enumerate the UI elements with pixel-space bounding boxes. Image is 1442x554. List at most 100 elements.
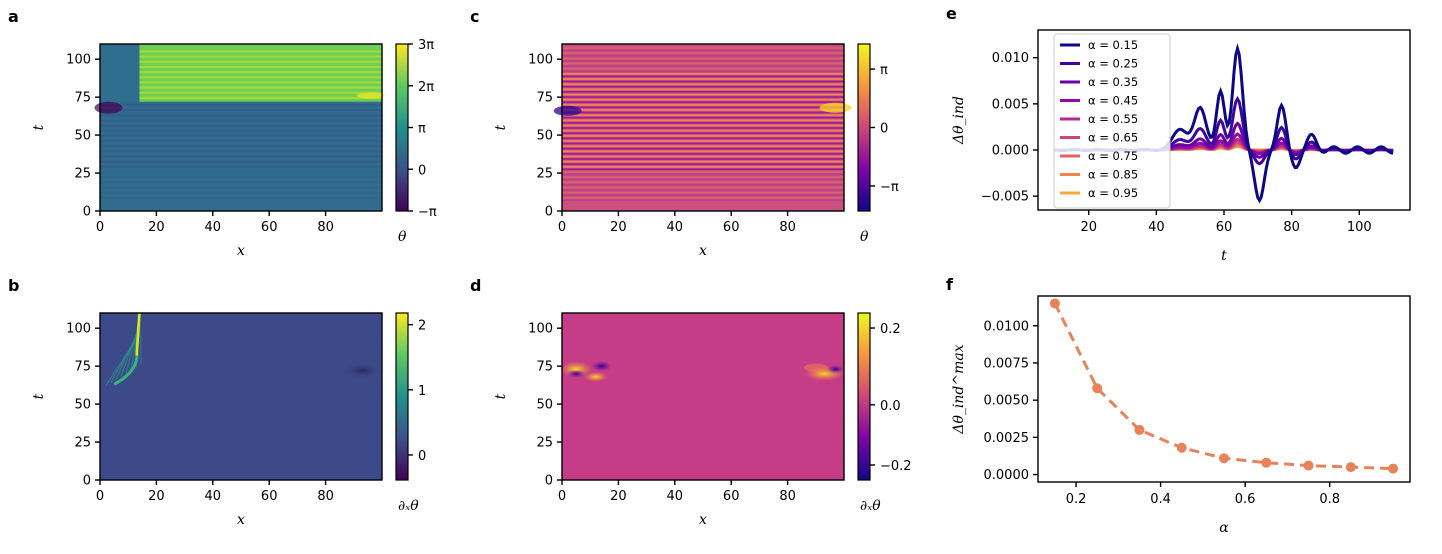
colorbar-tick-label: 0	[418, 449, 426, 464]
y-tick-label: 0	[83, 205, 91, 220]
panel-label: b	[8, 276, 19, 295]
colorbar-label: θ	[398, 229, 407, 245]
stripe	[100, 134, 382, 137]
colorbar-tick-label: 0.0	[880, 399, 901, 414]
y-tick-label: 25	[536, 167, 553, 182]
x-axis-label: x	[699, 243, 707, 259]
stripe-light	[562, 52, 844, 55]
x-tick-label: 40	[205, 489, 222, 504]
stripe	[100, 176, 382, 179]
stripe-dark	[562, 194, 844, 196]
legend-entry: α = 0.55	[1088, 112, 1138, 126]
stripe-dark	[562, 70, 844, 73]
stripe-light	[562, 47, 844, 49]
y-tick-label: 0	[545, 474, 553, 489]
y-tick-label: 100	[66, 322, 91, 337]
y-tick-label: 75	[536, 91, 553, 106]
stripe-light	[562, 186, 844, 189]
x-tick-label: 40	[667, 220, 684, 235]
legend-entry: α = 0.85	[1088, 168, 1138, 182]
x-tick-label: 80	[317, 220, 334, 235]
stripe-dark	[562, 158, 844, 160]
colorbar-label: θ	[860, 229, 869, 245]
x-tick-label: 20	[1080, 220, 1097, 235]
colorbar-tick-label: 3π	[418, 38, 434, 53]
stripe-dark	[562, 147, 844, 150]
stripe-dark	[562, 199, 844, 202]
data-point	[1303, 460, 1314, 471]
x-tick-label: 0	[558, 220, 566, 235]
stripe	[100, 140, 382, 143]
y-tick-label: 0.010	[992, 51, 1029, 66]
stripe-light	[562, 114, 844, 117]
x-axis-label: x	[237, 243, 245, 259]
stripe-dark	[562, 60, 844, 62]
stripe-dark	[562, 116, 844, 119]
stripe	[100, 196, 382, 199]
stripe-dark	[562, 75, 844, 78]
stripe	[139, 81, 382, 84]
stripe	[100, 103, 382, 106]
stripe	[100, 186, 382, 189]
x-tick-label: 80	[1283, 220, 1300, 235]
colorbar-tick-label: π	[880, 63, 888, 78]
stripe	[100, 109, 382, 112]
colorbar-tick-label: 0	[418, 163, 426, 178]
dark-blob	[567, 369, 586, 378]
stripe	[100, 114, 382, 117]
x-tick-label: 0	[96, 489, 104, 504]
colorbar-label: ∂ₓθ	[398, 498, 419, 514]
x-tick-label: 80	[779, 489, 796, 504]
stripe	[139, 91, 382, 94]
x-tick-label: 20	[610, 220, 627, 235]
colorbar-tick-label: 0	[880, 122, 888, 137]
stripe	[139, 86, 382, 89]
x-tick-label: 0.2	[1066, 492, 1087, 507]
data-point	[1388, 463, 1399, 474]
y-axis-label: t	[31, 393, 47, 399]
x-tick-label: 0	[96, 220, 104, 235]
stripe	[139, 65, 382, 69]
x-axis-label: x	[699, 512, 707, 528]
data-point	[1345, 462, 1356, 473]
y-tick-label: 50	[74, 129, 91, 144]
y-tick-label: 25	[74, 167, 91, 182]
x-tick-label: 40	[667, 489, 684, 504]
axes-frame	[99, 43, 383, 212]
legend-entry: α = 0.15	[1088, 38, 1138, 52]
x-tick-label: 80	[779, 220, 796, 235]
y-tick-label: 0.0025	[984, 431, 1030, 446]
colorbar-tick-label: 1	[418, 384, 426, 399]
x-tick-label: 60	[261, 220, 278, 235]
dark-blob	[340, 361, 385, 380]
stripe-light	[562, 171, 844, 173]
colorbar	[857, 312, 871, 481]
bright-spot	[819, 102, 852, 113]
y-tick-label: 0.0050	[984, 394, 1030, 409]
y-tick-label: 25	[74, 436, 91, 451]
stripe-light	[562, 57, 844, 60]
axes-f: 0.2 0.4 0.6 0.8 0.0100 0.0075 0.0050 0.0025 0.00…	[946, 275, 1411, 536]
panel-label: c	[470, 7, 479, 26]
stripe-light	[562, 140, 844, 142]
stripe	[100, 160, 382, 163]
data-point	[1134, 424, 1145, 435]
stripe-dark	[562, 183, 844, 186]
y-tick-label: 50	[536, 398, 553, 413]
heatmap-background	[562, 313, 844, 480]
stripe-dark	[562, 54, 844, 57]
y-axis-label: Δθ_ind	[951, 96, 967, 145]
stripe-light	[562, 129, 844, 132]
heatmap-b	[100, 312, 385, 480]
stripe-light	[562, 196, 844, 199]
panel-label: f	[946, 275, 954, 294]
stripe-dark	[562, 111, 844, 114]
y-tick-label: −0.005	[981, 190, 1029, 205]
panel-label: e	[946, 4, 957, 23]
stripe	[100, 155, 382, 158]
y-tick-label: 0.0000	[984, 468, 1030, 483]
stripe	[139, 71, 382, 74]
stripe	[100, 171, 382, 174]
stripe	[100, 145, 382, 148]
